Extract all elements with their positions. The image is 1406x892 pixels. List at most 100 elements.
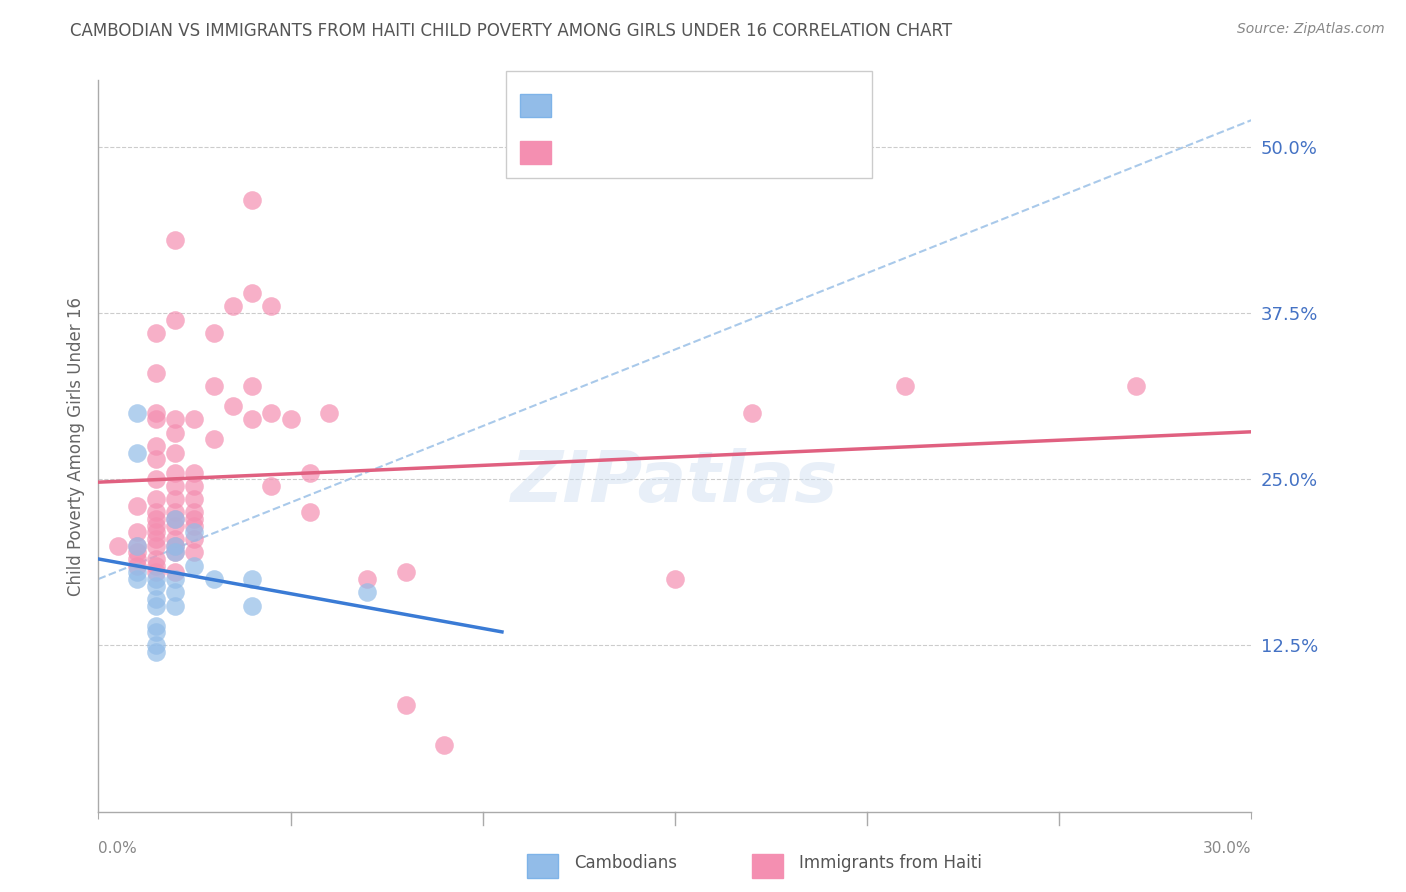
Point bbox=[183, 545, 205, 559]
Point bbox=[145, 558, 167, 573]
Text: Cambodians: Cambodians bbox=[574, 855, 676, 872]
Point bbox=[145, 645, 167, 659]
Point bbox=[145, 406, 167, 420]
Point bbox=[165, 412, 187, 426]
Point bbox=[165, 572, 187, 586]
Point bbox=[395, 566, 418, 580]
Point bbox=[741, 406, 763, 420]
Point bbox=[145, 472, 167, 486]
Point bbox=[183, 525, 205, 540]
Point bbox=[318, 406, 340, 420]
Point bbox=[145, 512, 167, 526]
Point bbox=[145, 572, 167, 586]
Point bbox=[433, 738, 456, 752]
Text: N =: N = bbox=[666, 93, 714, 111]
Point bbox=[165, 545, 187, 559]
Text: R =: R = bbox=[565, 93, 602, 111]
Point bbox=[165, 585, 187, 599]
Point bbox=[165, 566, 187, 580]
Point bbox=[240, 599, 263, 613]
Point bbox=[145, 326, 167, 340]
Point bbox=[145, 618, 167, 632]
Point bbox=[165, 539, 187, 553]
Point bbox=[145, 599, 167, 613]
Point bbox=[145, 625, 167, 640]
Point bbox=[894, 379, 917, 393]
Point bbox=[183, 466, 205, 480]
Point bbox=[395, 698, 418, 713]
Point bbox=[202, 433, 225, 447]
Point bbox=[125, 445, 148, 459]
Point bbox=[183, 518, 205, 533]
Point bbox=[202, 572, 225, 586]
Point bbox=[165, 312, 187, 326]
Text: Source: ZipAtlas.com: Source: ZipAtlas.com bbox=[1237, 22, 1385, 37]
Point bbox=[222, 399, 245, 413]
Text: 0.0%: 0.0% bbox=[98, 841, 138, 856]
Point bbox=[125, 566, 148, 580]
Point bbox=[125, 558, 148, 573]
Y-axis label: Child Poverty Among Girls Under 16: Child Poverty Among Girls Under 16 bbox=[66, 296, 84, 596]
Point bbox=[145, 552, 167, 566]
Point bbox=[183, 492, 205, 507]
Point bbox=[165, 445, 187, 459]
Point bbox=[183, 506, 205, 520]
Text: 0.257: 0.257 bbox=[607, 93, 664, 111]
Point bbox=[240, 193, 263, 207]
Point bbox=[125, 406, 148, 420]
Text: 73: 73 bbox=[706, 139, 731, 157]
Point bbox=[125, 539, 148, 553]
Point bbox=[145, 412, 167, 426]
Point bbox=[298, 466, 321, 480]
Point bbox=[145, 492, 167, 507]
Point bbox=[125, 572, 148, 586]
Point bbox=[165, 466, 187, 480]
Point bbox=[165, 425, 187, 440]
Point bbox=[165, 506, 187, 520]
Text: N =: N = bbox=[666, 139, 714, 157]
Point bbox=[165, 479, 187, 493]
Point bbox=[260, 406, 283, 420]
Text: R =: R = bbox=[565, 139, 602, 157]
Point bbox=[280, 412, 302, 426]
Point bbox=[165, 512, 187, 526]
Text: 0.318: 0.318 bbox=[607, 139, 665, 157]
Point bbox=[165, 518, 187, 533]
Point bbox=[145, 539, 167, 553]
Text: CAMBODIAN VS IMMIGRANTS FROM HAITI CHILD POVERTY AMONG GIRLS UNDER 16 CORRELATIO: CAMBODIAN VS IMMIGRANTS FROM HAITI CHILD… bbox=[70, 22, 952, 40]
Point bbox=[165, 492, 187, 507]
Point bbox=[202, 379, 225, 393]
Point bbox=[298, 506, 321, 520]
Point bbox=[145, 439, 167, 453]
Point bbox=[145, 566, 167, 580]
Point bbox=[145, 452, 167, 467]
Point bbox=[222, 299, 245, 313]
Point bbox=[107, 539, 129, 553]
Text: Immigrants from Haiti: Immigrants from Haiti bbox=[799, 855, 981, 872]
Point bbox=[240, 379, 263, 393]
Point bbox=[183, 558, 205, 573]
Point bbox=[260, 299, 283, 313]
Point bbox=[145, 525, 167, 540]
Point bbox=[240, 412, 263, 426]
Point bbox=[145, 532, 167, 546]
Point bbox=[145, 579, 167, 593]
Point bbox=[202, 326, 225, 340]
Point bbox=[125, 545, 148, 559]
Point bbox=[165, 545, 187, 559]
Point bbox=[183, 479, 205, 493]
Point bbox=[183, 512, 205, 526]
Point bbox=[664, 572, 686, 586]
Point bbox=[145, 518, 167, 533]
Point bbox=[356, 585, 378, 599]
Point bbox=[165, 539, 187, 553]
Point bbox=[165, 532, 187, 546]
Point bbox=[145, 366, 167, 380]
Text: ZIPatlas: ZIPatlas bbox=[512, 448, 838, 517]
Point bbox=[240, 572, 263, 586]
Point bbox=[125, 499, 148, 513]
Point bbox=[145, 639, 167, 653]
Point bbox=[165, 233, 187, 247]
Point bbox=[165, 599, 187, 613]
Point bbox=[240, 286, 263, 301]
